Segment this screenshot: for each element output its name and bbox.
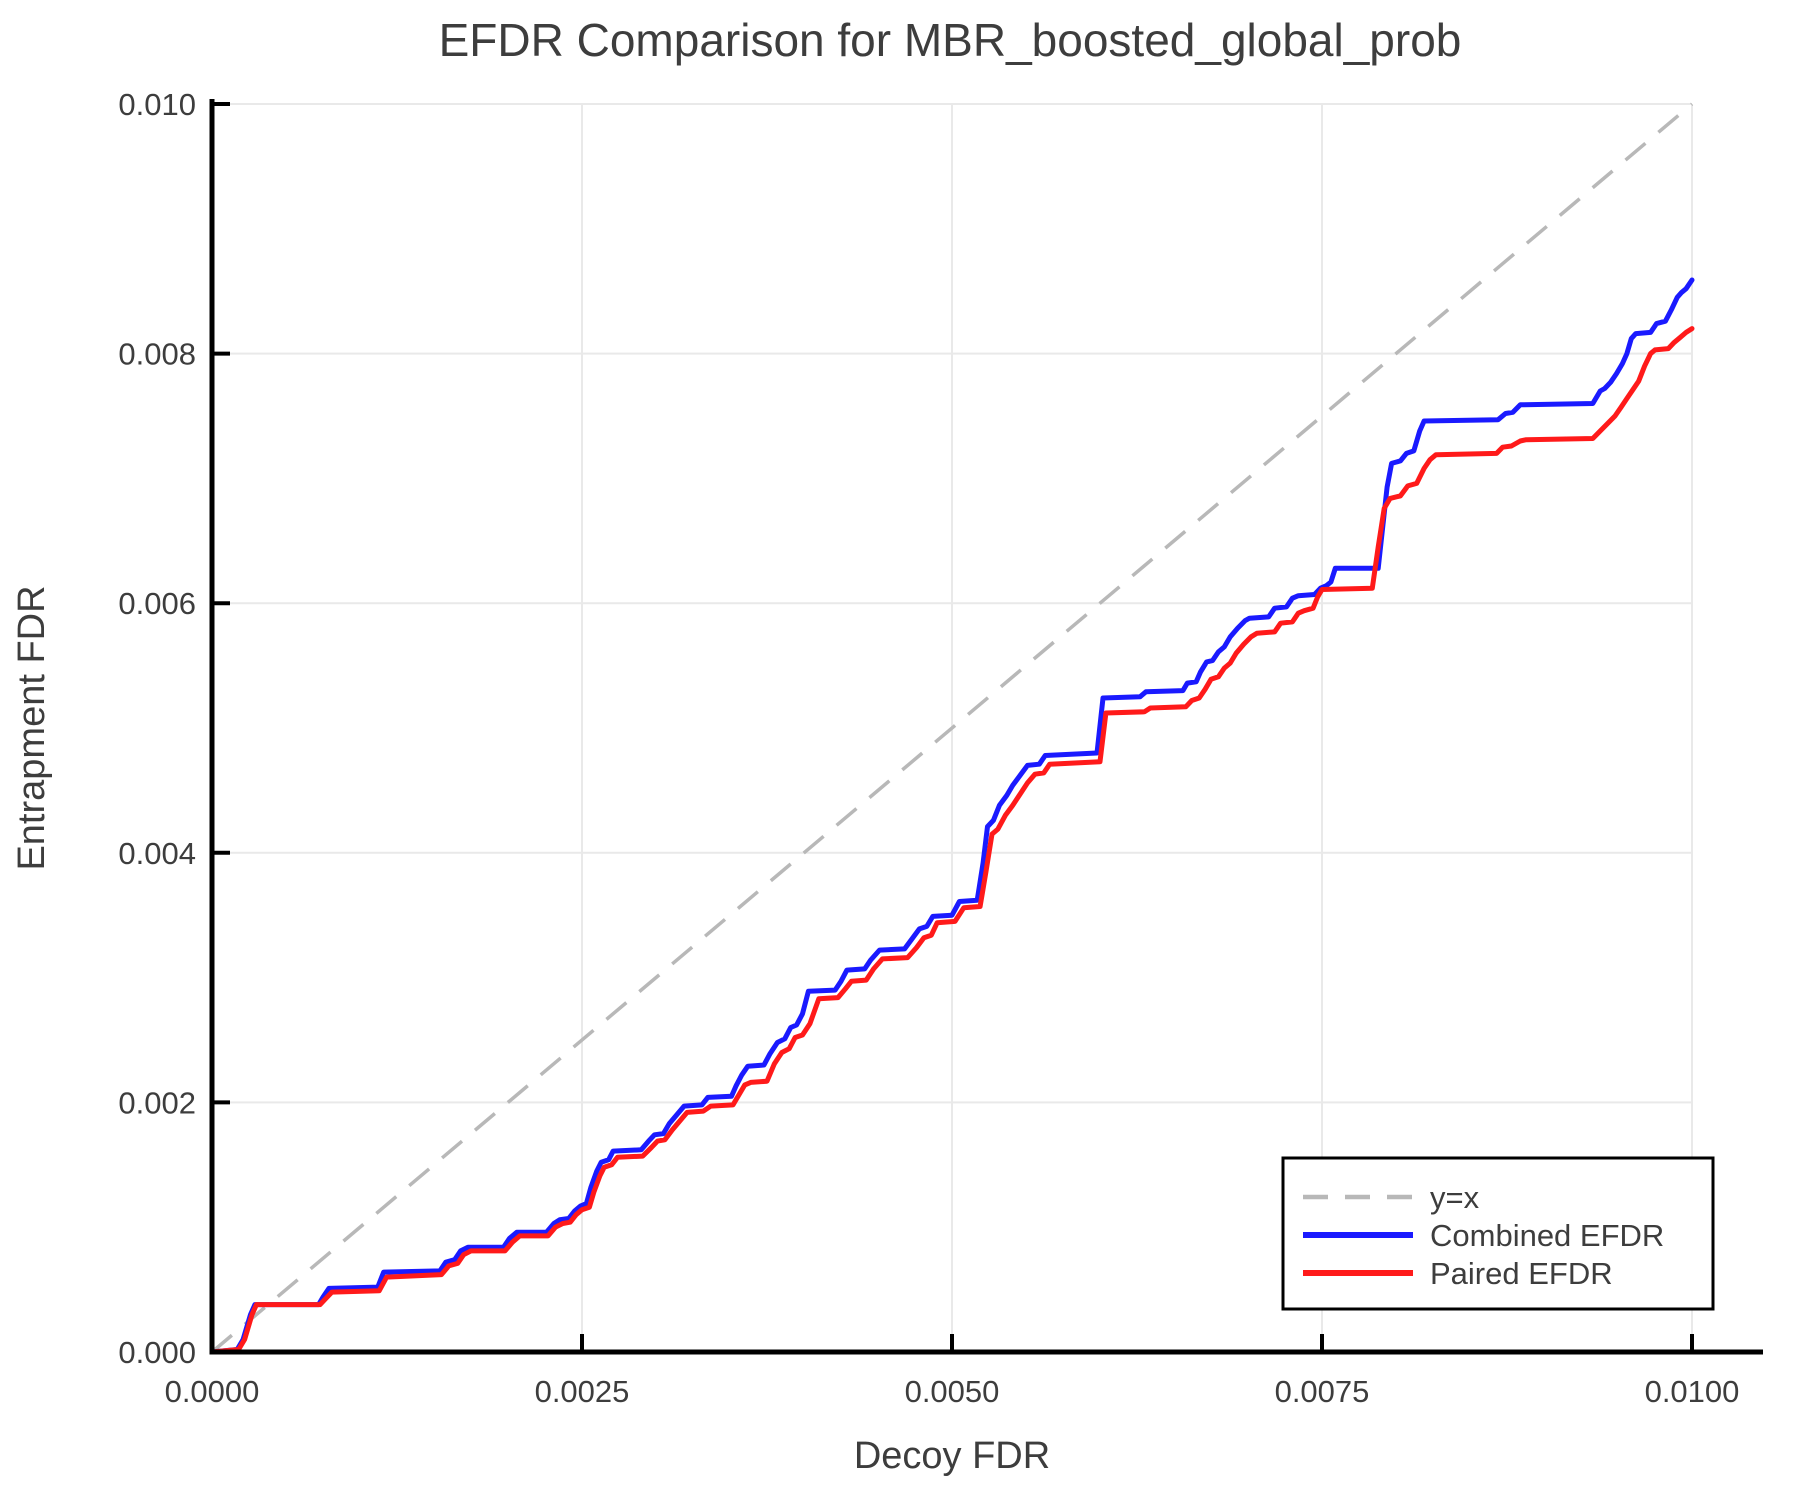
legend: y=x Combined EFDR Paired EFDR bbox=[1281, 1156, 1715, 1311]
axes-spines bbox=[209, 99, 1763, 1355]
chart-title: EFDR Comparison for MBR_boosted_global_p… bbox=[439, 14, 1462, 66]
legend-entry-combined-efdr: Combined EFDR bbox=[1303, 1218, 1664, 1253]
tick-marks bbox=[210, 102, 1694, 1354]
x-tick-label: 0.0050 bbox=[905, 1374, 1000, 1409]
data-series bbox=[209, 277, 1695, 1355]
y-tick-label: 0.006 bbox=[118, 586, 196, 621]
legend-label-combined-efdr: Combined EFDR bbox=[1430, 1218, 1664, 1253]
tick-labels: 0.0000 0.0025 0.0050 0.0075 0.0100 0.000 0.002… bbox=[118, 87, 1739, 1409]
legend-label-yx: y=x bbox=[1430, 1180, 1480, 1215]
y-tick-label: 0.004 bbox=[118, 836, 196, 871]
x-tick-label: 0.0075 bbox=[1275, 1374, 1370, 1409]
legend-entry-paired-efdr: Paired EFDR bbox=[1303, 1256, 1613, 1291]
y-tick-label: 0.010 bbox=[118, 87, 196, 122]
legend-entry-yx: y=x bbox=[1303, 1180, 1480, 1215]
y-equals-x-line bbox=[210, 102, 1694, 1354]
legend-label-paired-efdr: Paired EFDR bbox=[1430, 1256, 1613, 1291]
y-tick-label: 0.008 bbox=[118, 337, 196, 372]
series-line-combined-efdr bbox=[209, 277, 1695, 1355]
y-tick-label: 0.000 bbox=[118, 1335, 196, 1370]
x-tick-label: 0.0000 bbox=[165, 1374, 260, 1409]
y-axis-label: Entrapment FDR bbox=[11, 585, 53, 870]
x-tick-label: 0.0025 bbox=[535, 1374, 630, 1409]
y-tick-label: 0.002 bbox=[118, 1085, 196, 1120]
reference-line-y-equals-x bbox=[210, 102, 1694, 1354]
x-tick-label: 0.0100 bbox=[1645, 1374, 1740, 1409]
series-line-paired-efdr bbox=[209, 326, 1695, 1355]
x-axis-label: Decoy FDR bbox=[854, 1435, 1050, 1477]
